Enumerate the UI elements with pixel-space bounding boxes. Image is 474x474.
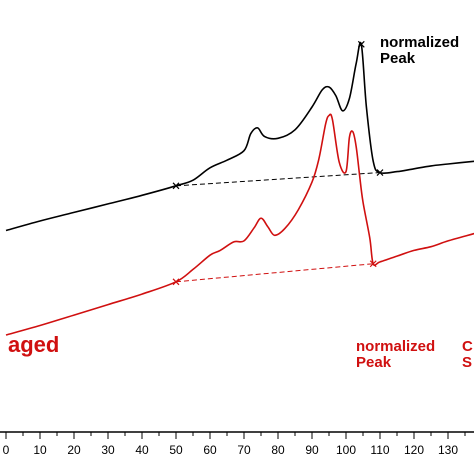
series-0 xyxy=(5,40,474,232)
annotation-red-peak: normalized Peak xyxy=(356,338,436,371)
x-tick-label: 50 xyxy=(169,443,183,457)
annotation-aged: aged xyxy=(8,332,60,357)
annotation-red-right-edge: C S xyxy=(462,339,473,371)
baseline-1 xyxy=(175,263,374,283)
baseline-0 xyxy=(175,172,381,187)
x-tick-label: 130 xyxy=(438,443,458,457)
x-tick-label: 0 xyxy=(3,443,10,457)
series-marker-0 xyxy=(357,40,365,48)
series-line-0 xyxy=(5,41,474,232)
series-marker-1 xyxy=(172,278,180,286)
x-tick-label: 30 xyxy=(101,443,115,457)
x-tick-label: 10 xyxy=(33,443,47,457)
x-tick-label: 60 xyxy=(203,443,217,457)
series-marker-0 xyxy=(172,182,180,190)
series-1 xyxy=(5,113,474,336)
x-tick-label: 40 xyxy=(135,443,149,457)
series-group xyxy=(5,40,474,336)
x-tick-label: 70 xyxy=(237,443,251,457)
x-tick-label: 20 xyxy=(67,443,81,457)
x-tick-label: 80 xyxy=(271,443,285,457)
annotation-black-peak: normalized Peak xyxy=(380,34,460,67)
x-axis: 0 10 20 30 40 50 60 70 80 90 100 110 120 130 xyxy=(0,431,474,457)
x-tick-label: 90 xyxy=(305,443,319,457)
series-line-1 xyxy=(5,113,474,336)
series-marker-0 xyxy=(376,169,384,176)
series-marker-1 xyxy=(369,260,377,268)
x-tick-label: 110 xyxy=(370,443,389,457)
x-tick-label: 100 xyxy=(336,443,356,457)
x-tick-label: 120 xyxy=(404,443,424,457)
